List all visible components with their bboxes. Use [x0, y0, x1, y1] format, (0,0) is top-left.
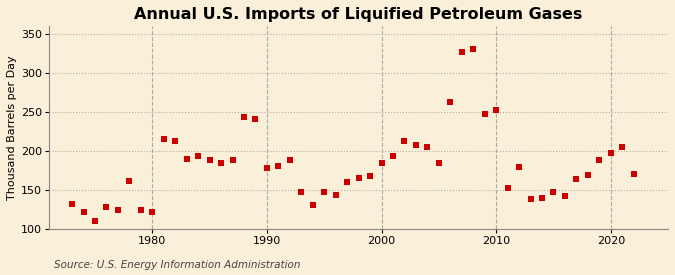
Point — [399, 139, 410, 143]
Point — [124, 179, 135, 184]
Title: Annual U.S. Imports of Liquified Petroleum Gases: Annual U.S. Imports of Liquified Petrole… — [134, 7, 583, 22]
Point — [433, 161, 444, 166]
Y-axis label: Thousand Barrels per Day: Thousand Barrels per Day — [7, 55, 17, 200]
Point — [78, 210, 89, 214]
Point — [261, 166, 272, 170]
Point — [227, 158, 238, 163]
Point — [147, 210, 158, 214]
Point — [571, 177, 582, 181]
Point — [342, 180, 352, 185]
Point — [307, 203, 318, 207]
Point — [410, 143, 421, 148]
Point — [376, 161, 387, 166]
Text: Source: U.S. Energy Information Administration: Source: U.S. Energy Information Administ… — [54, 260, 300, 270]
Point — [387, 153, 398, 158]
Point — [193, 154, 204, 159]
Point — [238, 115, 249, 120]
Point — [605, 150, 616, 155]
Point — [273, 164, 284, 168]
Point — [353, 176, 364, 180]
Point — [537, 196, 547, 200]
Point — [525, 197, 536, 202]
Point — [548, 189, 559, 194]
Point — [445, 100, 456, 104]
Point — [491, 108, 502, 112]
Point — [113, 207, 124, 212]
Point — [182, 156, 192, 161]
Point — [216, 161, 227, 165]
Point — [617, 145, 628, 149]
Point — [594, 158, 605, 163]
Point — [364, 174, 375, 178]
Point — [136, 208, 146, 213]
Point — [456, 50, 467, 54]
Point — [502, 186, 513, 191]
Point — [90, 219, 101, 224]
Point — [159, 137, 169, 141]
Point — [101, 205, 112, 210]
Point — [67, 202, 78, 206]
Point — [514, 164, 524, 169]
Point — [479, 112, 490, 116]
Point — [319, 190, 329, 195]
Point — [468, 47, 479, 51]
Point — [628, 171, 639, 176]
Point — [296, 189, 306, 194]
Point — [170, 139, 181, 143]
Point — [250, 117, 261, 121]
Point — [284, 158, 295, 163]
Point — [330, 192, 341, 197]
Point — [422, 145, 433, 149]
Point — [560, 193, 570, 198]
Point — [583, 173, 593, 177]
Point — [205, 158, 215, 163]
